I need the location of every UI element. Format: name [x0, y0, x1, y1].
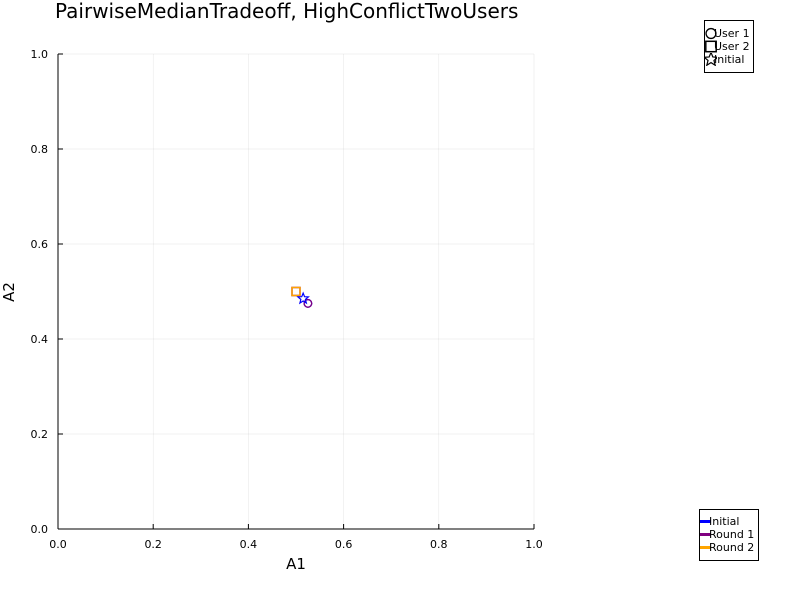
round-legend-entry: Round 2: [700, 541, 758, 554]
legend-circle-icon: [705, 27, 717, 40]
x-tick-label: 0.0: [49, 538, 67, 551]
marker-legend-label: Initial: [714, 53, 745, 66]
grid: [57, 53, 535, 530]
legend-star-icon: [705, 53, 717, 66]
axes: [57, 53, 535, 530]
x-tick-label: 0.6: [335, 538, 353, 551]
x-axis-label: A1: [286, 555, 306, 573]
marker-legend-symbol: [705, 27, 717, 40]
point-round-1-square: [291, 286, 301, 297]
round-legend-swatch: [700, 533, 711, 536]
y-tick-labels: 0.0 0.2 0.4 0.6 0.8 1.0: [31, 48, 49, 536]
x-tick-label: 0.4: [240, 538, 258, 551]
round-legend: Initial Round 1 Round 2: [699, 509, 759, 561]
y-tick-label: 0.8: [31, 143, 49, 156]
marker-legend-entry: Initial: [705, 53, 753, 66]
y-tick-label: 0.0: [31, 523, 49, 536]
marker-legend-entry: User 1: [705, 27, 753, 40]
y-tick-label: 1.0: [31, 48, 49, 61]
marker-legend-entry: User 2: [705, 40, 753, 53]
chart-title: PairwiseMedianTradeoff, HighConflictTwoU…: [55, 0, 518, 23]
round-legend-swatch: [700, 546, 711, 549]
x-tick-label: 1.0: [525, 538, 543, 551]
round-legend-label: Round 1: [709, 528, 755, 541]
marker-legend-label: User 2: [714, 40, 750, 53]
point-round-1-circle: [303, 298, 313, 308]
round-legend-label: Round 2: [709, 541, 755, 554]
marker-legend: User 1 User 2 Initial: [704, 20, 754, 73]
x-tick-label: 0.8: [430, 538, 448, 551]
point-round-2-square: [291, 286, 301, 297]
marker-legend-symbol: [705, 40, 717, 53]
y-tick-label: 0.4: [31, 333, 49, 346]
legend-square-icon: [705, 40, 717, 53]
data-points: [291, 286, 313, 308]
marker-legend-label: User 1: [714, 27, 750, 40]
y-tick-label: 0.2: [31, 428, 49, 441]
y-tick-label: 0.6: [31, 238, 49, 251]
round-legend-swatch: [700, 520, 711, 523]
y-axis-label: A2: [0, 282, 18, 302]
point-initial-star: [296, 291, 310, 305]
round-legend-label: Initial: [709, 515, 740, 528]
round-legend-entry: Round 1: [700, 528, 758, 541]
marker-legend-symbol: [705, 53, 717, 66]
round-legend-entry: Initial: [700, 515, 758, 528]
x-tick-label: 0.2: [144, 538, 162, 551]
x-tick-labels: 0.0 0.2 0.4 0.6 0.8 1.0: [49, 538, 543, 551]
